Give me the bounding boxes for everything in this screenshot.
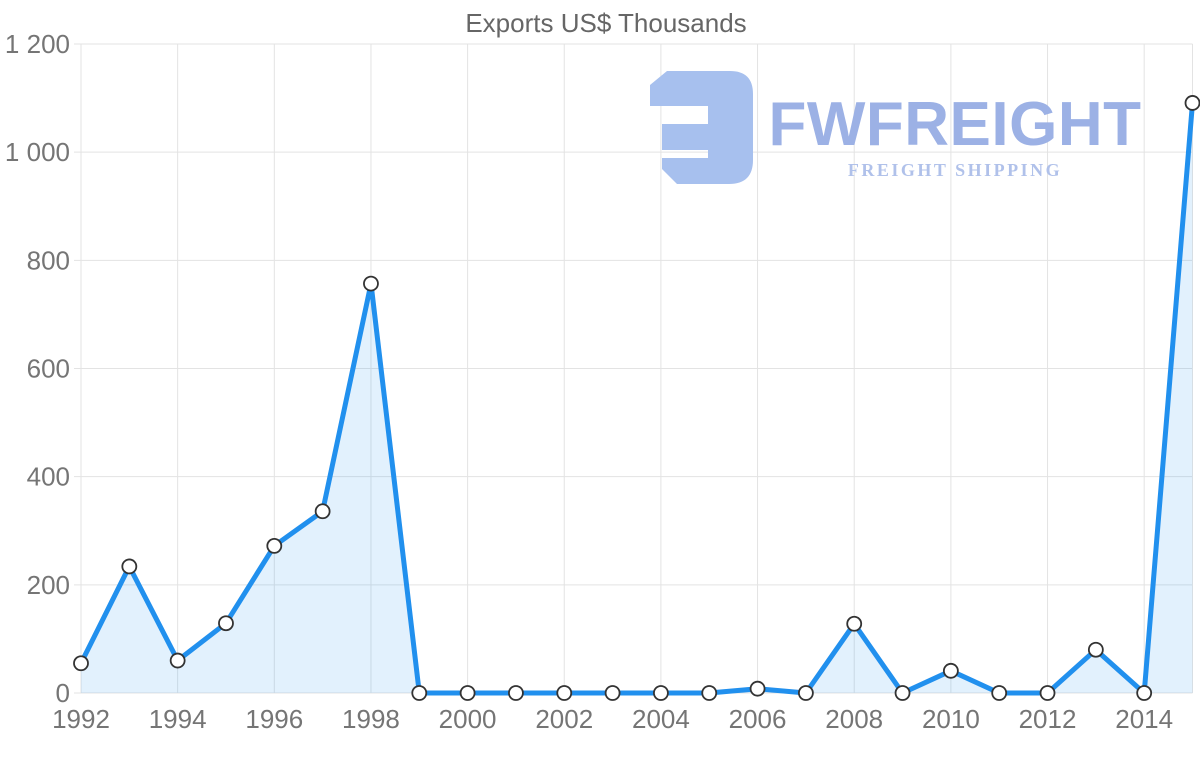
- x-axis-tick-label: 2008: [825, 704, 883, 734]
- x-axis-tick-label: 1998: [342, 704, 400, 734]
- series-area-fill: [81, 103, 1193, 693]
- data-point-1999[interactable]: [411, 685, 428, 701]
- data-point-1997[interactable]: [314, 503, 331, 520]
- data-point-2000[interactable]: [459, 685, 476, 701]
- data-point-1995[interactable]: [218, 615, 234, 632]
- y-axis-tick-label: 800: [27, 245, 70, 275]
- data-point-1996[interactable]: [266, 537, 283, 554]
- data-point-2011[interactable]: [991, 685, 1008, 701]
- data-point-2010[interactable]: [942, 662, 959, 679]
- data-point-2002[interactable]: [556, 685, 573, 701]
- x-axis-tick-label: 2000: [439, 704, 497, 734]
- data-point-2004[interactable]: [653, 685, 669, 701]
- data-point-2012[interactable]: [1039, 685, 1056, 701]
- data-point-2003[interactable]: [604, 685, 621, 701]
- y-axis-tick-label: 200: [27, 570, 70, 600]
- data-point-2005[interactable]: [701, 685, 718, 701]
- data-point-1994[interactable]: [169, 652, 186, 669]
- x-axis-tick-label: 2002: [535, 704, 593, 734]
- data-point-1998[interactable]: [363, 275, 379, 292]
- y-axis-tick-label: 600: [27, 354, 70, 384]
- x-axis-tick-label: 2004: [632, 704, 690, 734]
- data-point-2007[interactable]: [797, 685, 814, 701]
- data-point-2006[interactable]: [749, 680, 766, 697]
- x-axis-tick-label: 2014: [1115, 704, 1173, 734]
- x-axis-tick-label: 2012: [1019, 704, 1077, 734]
- series-line: [78, 100, 1195, 696]
- x-axis-tick-label: 1994: [149, 704, 207, 734]
- data-point-2013[interactable]: [1087, 641, 1104, 658]
- data-point-2001[interactable]: [508, 685, 524, 701]
- y-axis-tick-label: 0: [56, 678, 70, 708]
- x-axis-tick-label: 2006: [729, 704, 787, 734]
- x-axis-tick-label: 2010: [922, 704, 980, 734]
- data-point-2008[interactable]: [846, 615, 863, 632]
- x-axis-tick-label: 1992: [52, 704, 110, 734]
- data-point-2009[interactable]: [894, 685, 911, 701]
- y-axis-tick-label: 1 000: [5, 137, 70, 167]
- y-axis-tick-label: 400: [27, 462, 70, 492]
- data-point-1993[interactable]: [121, 558, 138, 575]
- x-axis-tick-label: 1996: [245, 704, 303, 734]
- data-point-1992[interactable]: [73, 655, 89, 672]
- data-point-2015[interactable]: [1184, 95, 1200, 111]
- y-axis-tick-label: 1 200: [5, 29, 70, 59]
- chart-title: Exports US$ Thousands: [465, 8, 746, 38]
- data-point-2014[interactable]: [1136, 685, 1153, 701]
